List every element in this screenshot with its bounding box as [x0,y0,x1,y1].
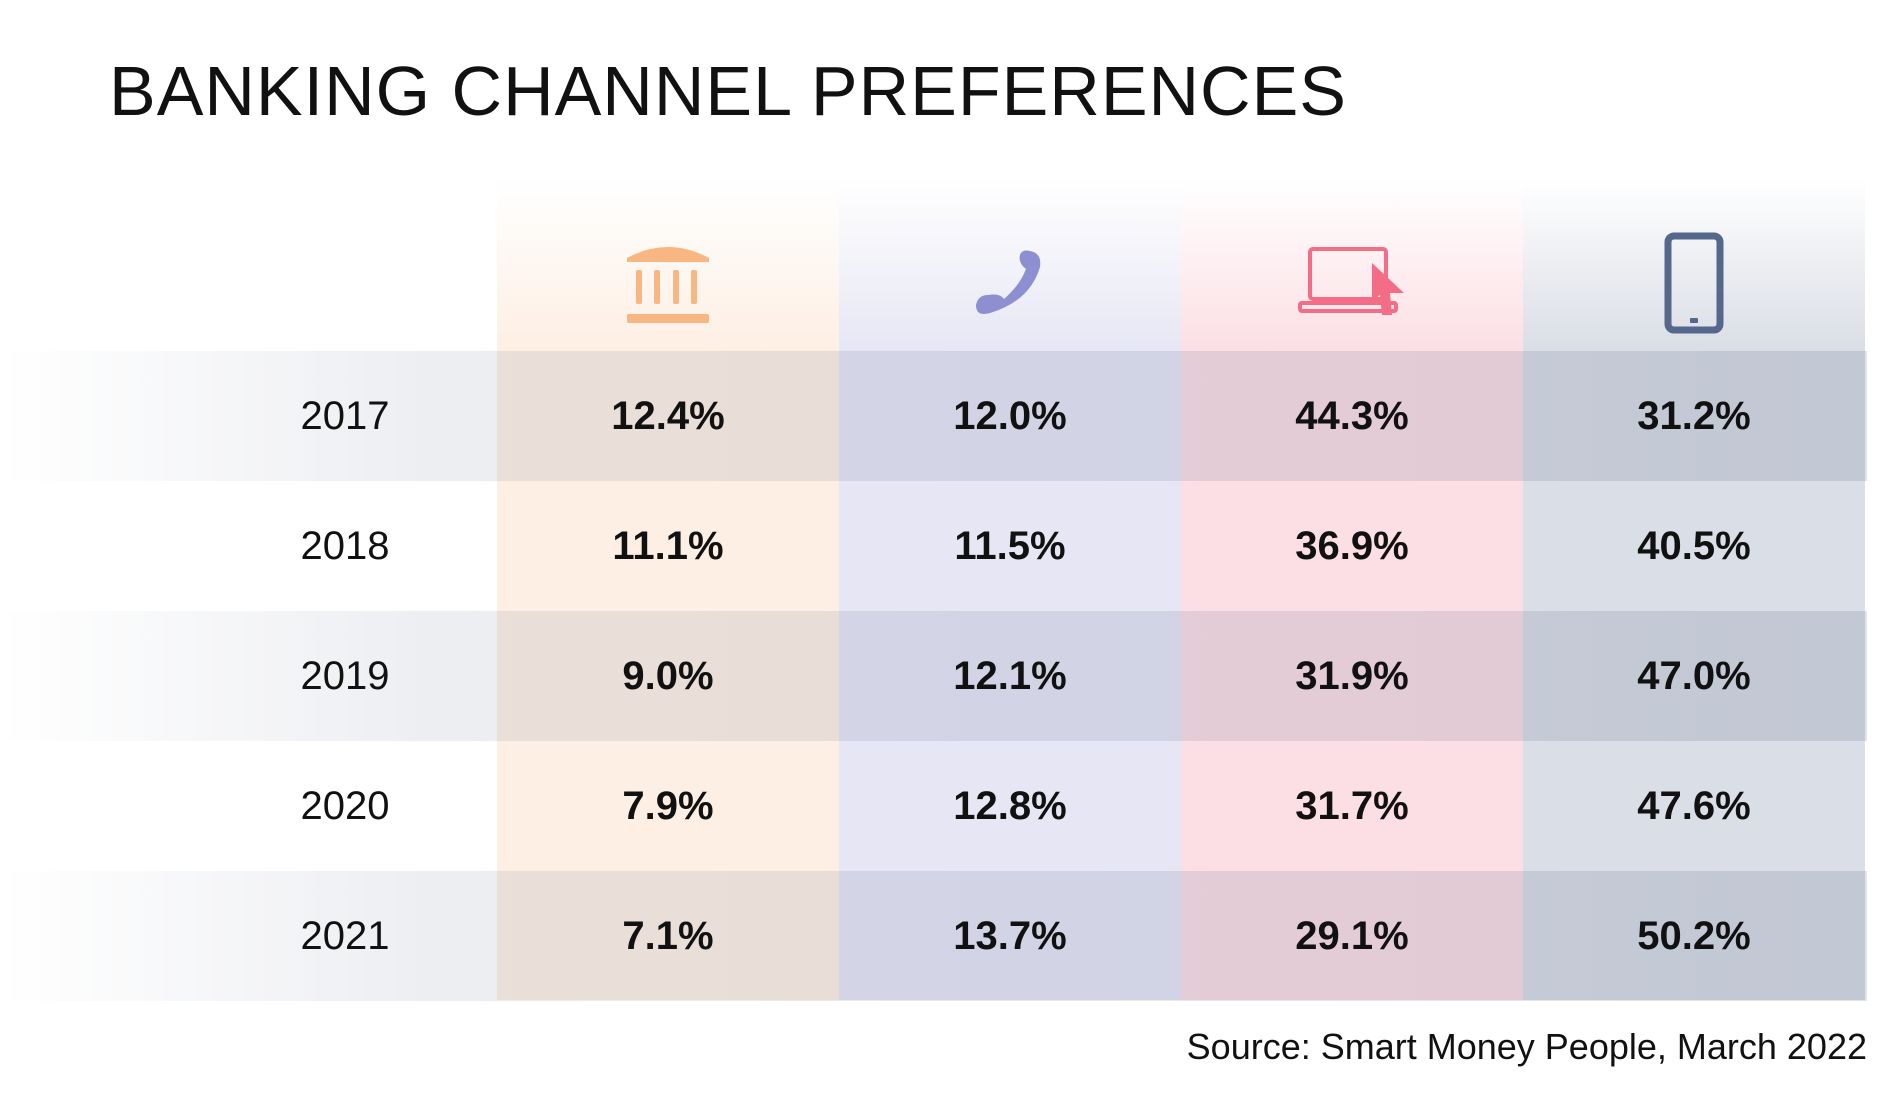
value-cell: 31.7% [1295,783,1409,828]
value-cell: 31.2% [1637,393,1751,438]
year-label: 2017 [300,393,390,438]
value-cell: 12.4% [611,393,725,438]
value-cell: 12.0% [953,393,1067,438]
row-band [0,611,1867,741]
value-cell: 12.1% [953,653,1067,698]
value-cell: 7.1% [622,913,714,958]
column-background [839,178,1181,1000]
value-cell: 44.3% [1295,393,1409,438]
year-label: 2018 [300,523,390,568]
value-cell: 36.9% [1295,523,1409,568]
value-cell: 7.9% [622,783,714,828]
row-band [0,351,1867,481]
value-cell: 11.5% [954,523,1066,568]
chart-title: BANKING CHANNEL PREFERENCES [109,52,1347,130]
value-cell: 31.9% [1295,653,1409,698]
laptop-cursor-icon [1181,228,1523,338]
telephone-icon [839,228,1181,338]
bank-branch-icon [497,228,839,338]
value-cell: 9.0% [622,653,714,698]
value-cell: 11.1% [612,523,724,568]
column-background [1181,178,1523,1000]
column-background [1523,178,1865,1000]
value-cell: 40.5% [1637,523,1751,568]
year-label: 2019 [300,653,390,698]
value-cell: 50.2% [1637,913,1751,958]
row-band [0,871,1867,1001]
source-note: Source: Smart Money People, March 2022 [1186,1026,1867,1067]
value-cell: 29.1% [1295,913,1409,958]
value-cell: 47.6% [1637,783,1751,828]
smartphone-icon [1523,228,1865,338]
year-label: 2021 [300,913,390,958]
value-cell: 47.0% [1637,653,1751,698]
value-cell: 12.8% [953,783,1067,828]
year-label: 2020 [300,783,390,828]
value-cell: 13.7% [953,913,1067,958]
